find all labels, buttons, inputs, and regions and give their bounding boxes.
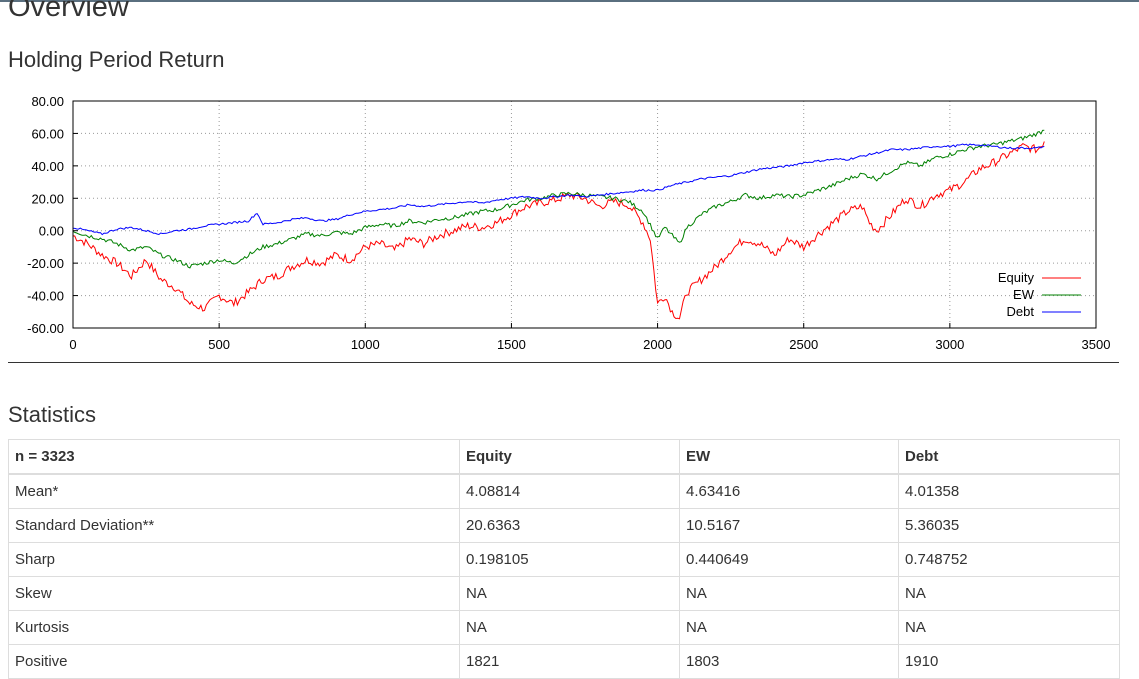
cell-equity: 20.6363 — [459, 508, 680, 543]
x-tick-label: 3500 — [1082, 337, 1111, 352]
y-tick-label: 40.00 — [31, 159, 64, 174]
header-equity: Equity — [459, 439, 680, 475]
y-tick-label: 20.00 — [31, 191, 64, 206]
cell-ew: 0.440649 — [679, 542, 899, 577]
series-line-ew — [72, 129, 1045, 269]
holding-period-return-chart: 0 500 1000 1500 2000 2500 3000 3500 -60.00 -40.00… — [27, 94, 1110, 352]
chart-grid — [73, 101, 1096, 328]
series-line-equity — [72, 141, 1045, 320]
plot-border — [72, 100, 1097, 329]
row-label: Sharp — [8, 542, 460, 577]
row-label: Mean* — [8, 473, 460, 509]
row-label: Positive — [8, 644, 460, 679]
section-divider — [8, 362, 1119, 363]
cell-equity: 4.08814 — [459, 473, 680, 509]
cell-equity: NA — [459, 576, 680, 611]
legend-label-debt: Debt — [1007, 304, 1035, 319]
statistics-table: n = 3323 Equity EW Debt Mean* 4.08814 4.… — [8, 439, 1120, 679]
top-border — [0, 0, 1139, 2]
header-sample-size: n = 3323 — [8, 439, 460, 475]
cell-debt: NA — [898, 610, 1120, 645]
x-tick-label: 2500 — [789, 337, 818, 352]
row-label: Kurtosis — [8, 610, 460, 645]
chart-axes: 0 500 1000 1500 2000 2500 3000 3500 -60.00 -40.00… — [27, 94, 1110, 352]
x-tick-label: 2000 — [643, 337, 672, 352]
y-tick-label: 60.00 — [31, 126, 64, 141]
cell-debt: NA — [898, 576, 1120, 611]
x-tick-label: 1000 — [351, 337, 380, 352]
x-tick-label: 500 — [208, 337, 230, 352]
table-row: Mean* 4.08814 4.63416 4.01358 — [8, 473, 1120, 509]
cell-debt: 4.01358 — [898, 473, 1120, 509]
page-title: Overview — [8, 0, 129, 23]
x-tick-label: 3000 — [935, 337, 964, 352]
cell-ew: 1803 — [679, 644, 899, 679]
y-tick-label: -60.00 — [27, 321, 64, 336]
cell-ew: 4.63416 — [679, 473, 899, 509]
table-row: Kurtosis NA NA NA — [8, 610, 1120, 645]
y-tick-label: -40.00 — [27, 289, 64, 304]
cell-ew: NA — [679, 610, 899, 645]
legend-label-equity: Equity — [998, 270, 1035, 285]
row-label: Skew — [8, 576, 460, 611]
cell-debt: 5.36035 — [898, 508, 1120, 543]
table-row: Positive 1821 1803 1910 — [8, 644, 1120, 679]
y-tick-label: 0.00 — [39, 224, 64, 239]
chart-section-title: Holding Period Return — [8, 47, 225, 72]
table-header-row: n = 3323 Equity EW Debt — [8, 439, 1120, 475]
cell-ew: 10.5167 — [679, 508, 899, 543]
y-tick-label: -20.00 — [27, 256, 64, 271]
cell-debt: 0.748752 — [898, 542, 1120, 577]
table-row: Skew NA NA NA — [8, 576, 1120, 611]
chart-series — [72, 129, 1045, 320]
chart-legend: Equity EW Debt — [998, 270, 1081, 319]
cell-equity: NA — [459, 610, 680, 645]
header-ew: EW — [679, 439, 899, 475]
cell-ew: NA — [679, 576, 899, 611]
legend-label-ew: EW — [1013, 287, 1035, 302]
series-line-debt — [72, 143, 1045, 236]
row-label: Standard Deviation** — [8, 508, 460, 543]
header-debt: Debt — [898, 439, 1120, 475]
y-tick-label: 80.00 — [31, 94, 64, 109]
cell-equity: 0.198105 — [459, 542, 680, 577]
stats-section-title: Statistics — [8, 402, 97, 427]
x-tick-label: 0 — [69, 337, 76, 352]
cell-equity: 1821 — [459, 644, 680, 679]
table-row: Sharp 0.198105 0.440649 0.748752 — [8, 542, 1120, 577]
table-row: Standard Deviation** 20.6363 10.5167 5.3… — [8, 508, 1120, 543]
x-tick-label: 1500 — [497, 337, 526, 352]
cell-debt: 1910 — [898, 644, 1120, 679]
